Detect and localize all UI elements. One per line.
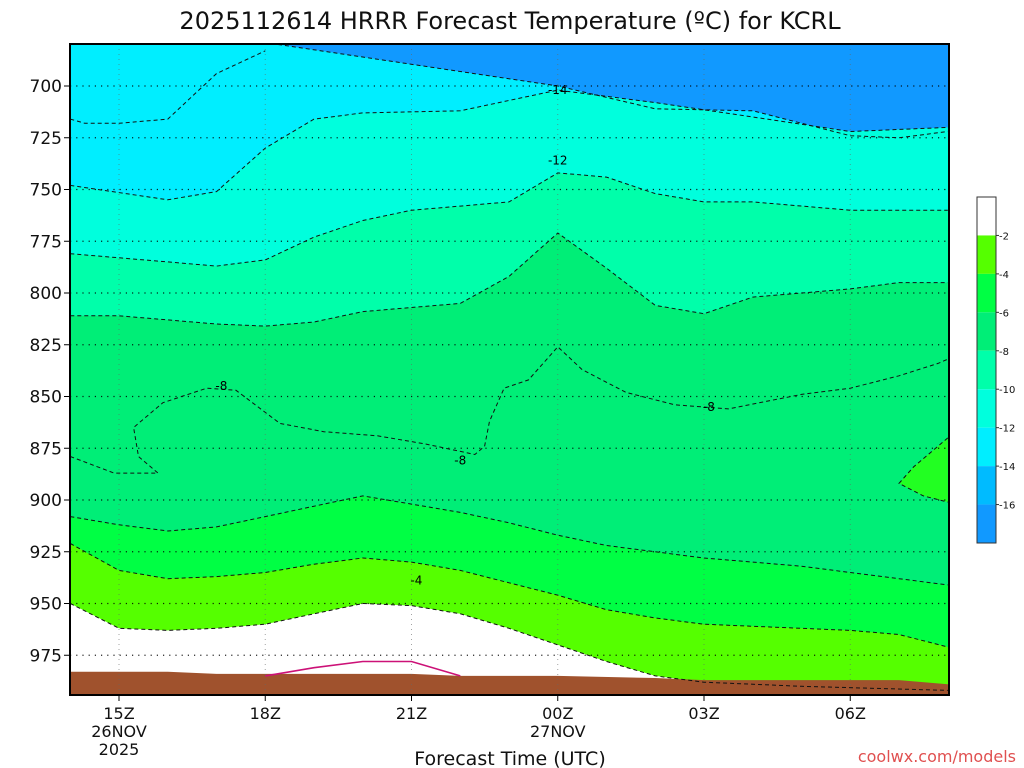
x-tick-sublabel-00Z-0: 27NOV [530,722,586,741]
colorbar-swatch-3 [977,312,996,351]
contour-m12 [70,89,948,201]
x-tick-label-06Z: 06Z [835,704,866,723]
colorbar-label-1: -4 [999,270,1009,281]
colorbar-swatch-7 [977,466,996,505]
x-tick-label-21Z: 21Z [396,704,427,723]
x-tick-label-15Z: 15Z [103,704,134,723]
colorbar-swatch-8 [977,504,996,543]
colorbar-swatch-0 [977,197,996,236]
colorbar-label-7: -16 [999,501,1015,512]
contour-m6 [70,495,948,586]
y-tick-label-875: 875 [30,439,62,459]
colorbar-swatch-5 [977,389,996,428]
contour-label-2: -8 [215,379,227,393]
contour-label-1: -12 [548,154,568,168]
y-tick-label-700: 700 [30,77,62,97]
contour-lines [70,44,949,691]
x-tick-label-03Z: 03Z [688,704,719,723]
contour-label-4: -8 [703,400,715,414]
y-tick-label-750: 750 [30,181,62,201]
contour-m14 [271,44,948,139]
y-tick-label-725: 725 [30,129,62,149]
y-tick-label-825: 825 [30,336,62,356]
temperature-fill [70,44,949,695]
contour-m8b [898,437,949,503]
colorbar-label-3: -8 [999,347,1009,358]
contour-label-0: -14 [548,83,568,97]
y-tick-label-925: 925 [30,543,62,563]
contour-m1 [265,660,461,677]
contour-m11 [70,172,948,267]
ground-surface [70,671,949,695]
chart-title: 2025112614 HRRR Forecast Temperature (ºC… [179,7,841,35]
contour-m5 [70,543,948,648]
colorbar: -2 -4 -6 -8 -10 -12 -14 -16 [976,196,1015,544]
contour-label-3: -8 [454,454,466,468]
y-tick-label-900: 900 [30,491,62,511]
colorbar-label-4: -10 [999,385,1015,396]
colorbar-swatch-6 [977,427,996,467]
y-tick-label-950: 950 [30,595,62,615]
y-tick-label-850: 850 [30,388,62,408]
contour-m3 [70,602,948,691]
colorbar-label-5: -12 [999,424,1015,435]
plot-frame [69,43,950,696]
colorbar-label-2: -6 [999,308,1009,319]
contour-m8a [70,346,948,474]
y-tick-label-775: 775 [30,232,62,252]
x-axis-label: Forecast Time (UTC) [414,748,605,768]
colorbar-frame [976,196,997,544]
colorbar-swatch-4 [977,350,996,390]
y-tick-label-975: 975 [30,646,62,666]
y-axis: 700 725 750 775 800 825 850 875 900 925 950 975 [30,77,70,666]
credit-text: coolwx.com/models [858,747,1016,766]
colorbar-swatch-2 [977,273,996,313]
colorbar-swatch-1 [977,235,996,274]
fill-band-m8-cell [899,437,948,503]
y-tick-label-800: 800 [30,284,62,304]
x-tick-label-00Z: 00Z [542,704,573,723]
x-tick-label-18Z: 18Z [250,704,281,723]
colorbar-label-0: -2 [999,231,1009,242]
x-tick-sublabel-15Z-1: 2025 [99,740,140,759]
colorbar-label-6: -14 [999,462,1015,473]
contour-labels: -14 -12 -8 -8 -8 -4 [215,83,714,588]
contour-m16 [70,50,266,124]
x-tick-sublabel-15Z-0: 26NOV [91,722,147,741]
contour-label-5: -4 [410,574,422,588]
